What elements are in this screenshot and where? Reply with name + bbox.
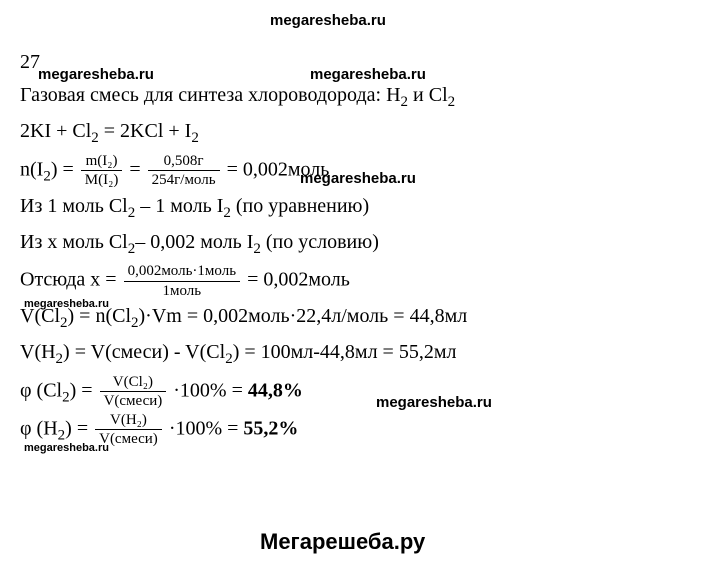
t: = 2KCl + I xyxy=(99,120,192,142)
den: 254г/моль xyxy=(148,171,220,189)
den: V(смеси) xyxy=(95,430,162,448)
line-phi-cl2: φ (Cl2) = V(Cl₂)V(смеси) ·100% = 44,8% xyxy=(20,374,700,410)
num: V(Cl₂) xyxy=(100,374,167,393)
den: M(I₂) xyxy=(81,171,123,189)
frac-mi2: m(I₂)M(I₂) xyxy=(81,153,123,189)
t: (по условию) xyxy=(261,231,379,253)
t: (по уравнению) xyxy=(231,195,369,217)
line-vh2: V(H2) = V(смеси) - V(Cl2) = 100мл-44,8мл… xyxy=(20,337,700,371)
line-from1: Из 1 моль Cl2 – 1 моль I2 (по уравнению) xyxy=(20,191,700,225)
result-h2: 55,2% xyxy=(243,417,298,439)
t: 2KI + Cl xyxy=(20,120,91,142)
den: V(смеси) xyxy=(100,392,167,410)
line-phi-h2: φ (H2) = V(H₂)V(смеси) ·100% = 55,2% xyxy=(20,412,700,448)
frac-0508: 0,508г254г/моль xyxy=(148,153,220,189)
t: )·Vm = 0,002моль·22,4л/моль = 44,8мл xyxy=(139,305,468,327)
t: ·100% = xyxy=(173,379,248,401)
t: V(Cl xyxy=(20,305,60,327)
t: Газовая смесь для синтеза хлороводорода:… xyxy=(20,84,401,106)
problem-number-line: 27 xyxy=(20,47,700,78)
t: ) = 100мл-44,8мл = 55,2мл xyxy=(233,341,457,363)
frac-x: 0,002моль·1моль1моль xyxy=(124,263,241,299)
t: – 0,002 моль I xyxy=(135,231,253,253)
den: 1моль xyxy=(124,282,241,300)
line-mixture: Газовая смесь для синтеза хлороводорода:… xyxy=(20,80,700,114)
t: φ (Cl xyxy=(20,379,62,401)
line-vcl2: V(Cl2) = n(Cl2)·Vm = 0,002моль·22,4л/мол… xyxy=(20,301,700,335)
num: V(H₂) xyxy=(95,412,162,431)
t: ·100% = xyxy=(169,417,244,439)
watermark-bottom: Мегарешеба.ру xyxy=(260,529,425,555)
t: – 1 моль I xyxy=(135,195,223,217)
frac-vcl2: V(Cl₂)V(смеси) xyxy=(100,374,167,410)
num: 0,002моль·1моль xyxy=(124,263,241,282)
t: φ (H xyxy=(20,417,58,439)
t: ) = xyxy=(70,379,98,401)
line-fromx: Из х моль Cl2– 0,002 моль I2 (по условию… xyxy=(20,227,700,261)
t: и Cl xyxy=(408,84,448,106)
t: Из х моль Cl xyxy=(20,231,128,253)
solution-body: 27 Газовая смесь для синтеза хлороводоро… xyxy=(0,0,720,460)
t: = xyxy=(129,158,145,180)
result-cl2: 44,8% xyxy=(248,379,303,401)
t: ) = n(Cl xyxy=(68,305,132,327)
num: m(I₂) xyxy=(81,153,123,172)
line-n-i2: n(I2) = m(I₂)M(I₂) = 0,508г254г/моль = 0… xyxy=(20,153,700,189)
t: ) = xyxy=(65,417,93,439)
t: = 0,002моль xyxy=(227,158,330,180)
t: Из 1 моль Cl xyxy=(20,195,128,217)
t: ) = xyxy=(51,158,79,180)
line-hence-x: Отсюда x = 0,002моль·1моль1моль = 0,002м… xyxy=(20,263,700,299)
t: = 0,002моль xyxy=(247,269,350,291)
t: n(I xyxy=(20,158,43,180)
frac-vh2: V(H₂)V(смеси) xyxy=(95,412,162,448)
num: 0,508г xyxy=(148,153,220,172)
t: V(H xyxy=(20,341,56,363)
line-equation: 2KI + Cl2 = 2KCl + I2 xyxy=(20,116,700,150)
problem-number: 27 xyxy=(20,51,40,73)
t: Отсюда x = xyxy=(20,269,122,291)
t: ) = V(смеси) - V(Cl xyxy=(63,341,225,363)
